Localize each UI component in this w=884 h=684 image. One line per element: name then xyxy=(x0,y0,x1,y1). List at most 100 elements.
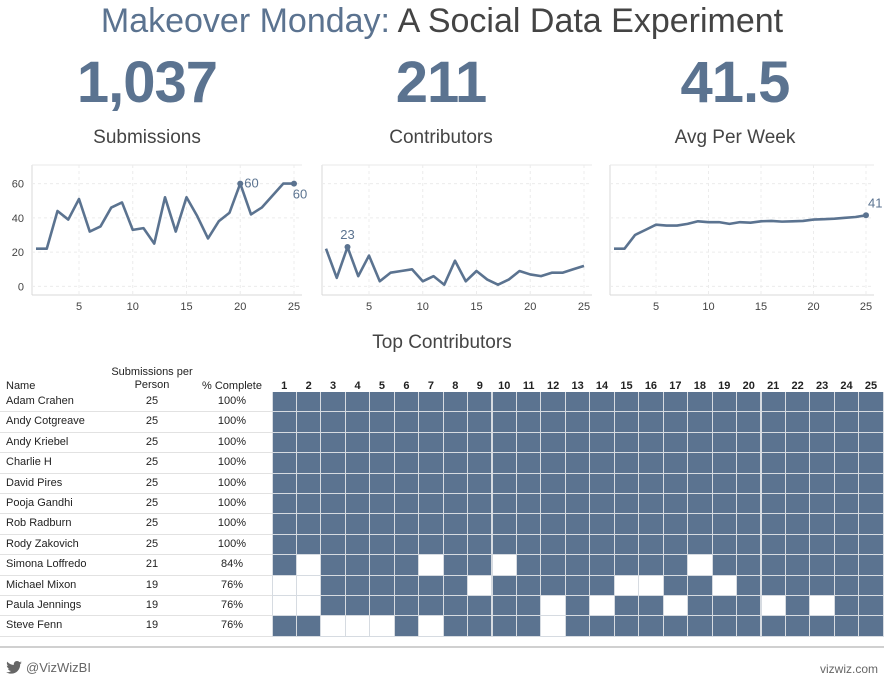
week-cell xyxy=(834,616,859,636)
data-label: 60 xyxy=(293,187,307,202)
week-cell xyxy=(663,392,688,412)
week-cell xyxy=(712,534,736,555)
week-cell xyxy=(688,575,712,595)
week-cell xyxy=(688,596,712,616)
pct-complete: 100% xyxy=(217,476,247,489)
week-header: 8 xyxy=(452,380,459,392)
week-cell xyxy=(859,453,883,473)
week-cell xyxy=(541,453,565,473)
week-cell xyxy=(737,555,761,575)
week-cell xyxy=(565,453,590,473)
week-cell xyxy=(590,555,614,575)
week-cell xyxy=(370,575,394,595)
week-cell xyxy=(517,494,541,514)
week-cell xyxy=(517,514,541,534)
week-cell xyxy=(321,596,345,616)
week-cell xyxy=(565,392,590,412)
week-cell xyxy=(370,514,394,534)
week-cell xyxy=(370,534,394,555)
week-cell xyxy=(492,473,516,493)
site-link[interactable]: vizwiz.com xyxy=(819,662,878,676)
avg-per-week-chart: 5 10 15 20 25 41 xyxy=(604,163,884,317)
table-row: Pooja Gandhi 25 100% xyxy=(0,494,884,515)
week-cell xyxy=(468,514,492,534)
table-row: David Pires 25 100% xyxy=(0,473,884,494)
twitter-handle[interactable]: @VizWizBI xyxy=(6,660,91,675)
week-cell xyxy=(345,534,370,555)
week-cell xyxy=(394,534,419,555)
week-cell xyxy=(370,392,394,412)
week-cell xyxy=(492,555,516,575)
week-cell xyxy=(785,575,810,595)
week-cell xyxy=(834,453,859,473)
x-tick-label: 5 xyxy=(76,301,82,313)
week-cell xyxy=(492,453,516,473)
week-cell xyxy=(565,616,590,636)
week-cell xyxy=(663,473,688,493)
week-cell xyxy=(810,392,834,412)
week-cell xyxy=(688,616,712,636)
kpi-submissions: 1,037 Submissions xyxy=(0,50,294,150)
week-cell xyxy=(419,616,443,636)
row-divider xyxy=(0,513,272,515)
week-cell xyxy=(468,473,492,493)
week-header: 12 xyxy=(547,380,560,392)
week-cell xyxy=(737,432,761,453)
week-cell xyxy=(272,514,296,534)
row-divider xyxy=(0,574,272,576)
submission-count: 25 xyxy=(145,395,159,407)
contributor-name: Rob Radburn xyxy=(6,517,72,530)
week-cell xyxy=(737,473,761,493)
week-cell xyxy=(590,412,614,432)
contributor-name: Steve Fenn xyxy=(6,619,63,632)
data-label: 41 xyxy=(868,195,882,210)
week-cell xyxy=(443,412,468,432)
x-tick-label: 25 xyxy=(860,301,872,313)
highlight-point xyxy=(291,180,297,187)
week-cell xyxy=(321,555,345,575)
week-header: 3 xyxy=(330,380,337,392)
week-cell xyxy=(517,473,541,493)
x-tick-label: 20 xyxy=(524,301,536,313)
week-cell xyxy=(468,392,492,412)
week-cell xyxy=(834,514,859,534)
week-cell xyxy=(321,616,345,636)
week-cell xyxy=(761,596,785,616)
week-cell xyxy=(639,453,663,473)
week-cell xyxy=(688,412,712,432)
week-cell xyxy=(737,392,761,412)
week-cell xyxy=(419,432,443,453)
contributor-name: Simona Loffredo xyxy=(6,558,87,571)
week-cell xyxy=(517,575,541,595)
week-cell xyxy=(443,596,468,616)
week-cell xyxy=(590,575,614,595)
week-cell xyxy=(468,534,492,555)
week-cell xyxy=(761,514,785,534)
week-cell xyxy=(492,432,516,453)
week-cell xyxy=(761,616,785,636)
week-cell xyxy=(272,453,296,473)
week-cell xyxy=(394,453,419,473)
week-cell xyxy=(785,453,810,473)
week-cell xyxy=(541,514,565,534)
kpi-contributors: 211 Contributors xyxy=(294,50,588,150)
kpi-value: 211 xyxy=(395,50,488,115)
week-cell xyxy=(394,432,419,453)
x-tick-label: 5 xyxy=(653,301,659,313)
week-cell xyxy=(810,616,834,636)
week-cell xyxy=(614,494,639,514)
week-cell xyxy=(712,432,736,453)
week-cell xyxy=(639,392,663,412)
week-cell xyxy=(639,494,663,514)
week-cell xyxy=(517,534,541,555)
data-label: 23 xyxy=(340,227,354,242)
week-cell xyxy=(688,555,712,575)
week-cell xyxy=(321,575,345,595)
week-cell xyxy=(321,412,345,432)
header-name: Name xyxy=(6,380,36,392)
week-cell xyxy=(321,432,345,453)
week-cell xyxy=(688,534,712,555)
row-divider xyxy=(0,533,272,535)
week-cell xyxy=(272,555,296,575)
week-cell xyxy=(517,412,541,432)
